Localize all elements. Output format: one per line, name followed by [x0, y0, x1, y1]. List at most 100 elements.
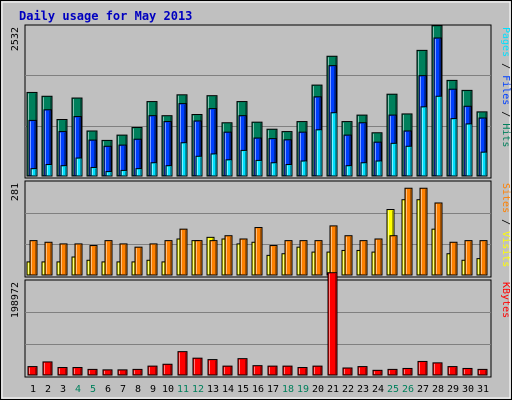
bar-sites-26-fill: [404, 187, 413, 276]
bar-pages-8-fill: [135, 168, 143, 177]
legend-entry: /: [500, 105, 511, 123]
bar-pages-30: [465, 123, 473, 177]
bar-sites-30: [464, 240, 473, 276]
bar-sites-20: [314, 240, 323, 276]
bar-kbytes-28: [432, 362, 443, 376]
day-label-5: 5: [90, 384, 96, 395]
bar-pages-26: [405, 145, 413, 177]
bar-pages-18: [285, 164, 293, 177]
legend-entry: Files: [500, 75, 511, 105]
bar-pages-8: [135, 168, 143, 177]
panel-visits-sites: 281 Sites / Visits: [10, 180, 511, 278]
day-label-22: 22: [342, 384, 354, 395]
bar-pages-27: [420, 106, 428, 177]
bar-pages-11: [180, 142, 188, 177]
bar-sites-10-fill: [164, 240, 173, 276]
day-label-6: 6: [105, 384, 111, 395]
day-label-13: 13: [207, 384, 219, 395]
bar-sites-17: [269, 245, 278, 276]
bar-pages-28-fill: [435, 95, 443, 177]
bar-pages-23-fill: [360, 162, 368, 177]
bar-sites-16: [254, 227, 263, 276]
bar-pages-2-fill: [45, 164, 53, 177]
bar-pages-17: [270, 162, 278, 177]
bar-pages-12-fill: [195, 155, 203, 177]
bar-sites-30-fill: [464, 240, 473, 276]
bar-pages-6: [105, 171, 113, 177]
day-label-25: 25: [387, 384, 399, 395]
bar-pages-3: [60, 165, 68, 177]
bar-pages-30-fill: [465, 123, 473, 177]
bar-pages-12: [195, 155, 203, 177]
day-label-29: 29: [447, 384, 459, 395]
day-labels: 1 2 3 4 5 6 7 8 9 10 11 12 13 14 15 16 17 18 19 20 21 22 23 24 2…: [30, 384, 489, 395]
day-label-24: 24: [372, 384, 384, 395]
bar-pages-21: [330, 112, 338, 177]
bar-kbytes-9-fill: [147, 365, 158, 376]
bar-sites-16-fill: [254, 227, 263, 276]
bar-kbytes-21-fill: [327, 272, 338, 376]
ymax-label: 198972: [10, 282, 21, 318]
bar-pages-18-fill: [285, 164, 293, 177]
bar-kbytes-27: [417, 360, 428, 376]
bar-files-1: [28, 119, 37, 177]
legend-entry: Hits: [500, 123, 511, 147]
bar-pages-14-fill: [225, 159, 233, 177]
bar-sites-15: [239, 238, 248, 276]
bar-kbytes-8-fill: [132, 368, 143, 376]
bar-sites-19: [299, 240, 308, 276]
bar-sites-11: [179, 228, 188, 276]
bar-pages-16: [255, 159, 263, 177]
bar-kbytes-6-fill: [102, 369, 113, 376]
bar-pages-6-fill: [105, 171, 113, 177]
ymax-label: 2532: [10, 27, 21, 51]
bar-sites-21: [329, 225, 338, 276]
panel-frame: [24, 279, 492, 378]
day-label-27: 27: [417, 384, 429, 395]
bar-kbytes-5: [87, 368, 98, 376]
bar-pages-22: [345, 165, 353, 177]
bar-sites-2-fill: [44, 241, 53, 276]
day-label-11: 11: [177, 384, 189, 395]
bar-sites-24: [374, 238, 383, 276]
bar-pages-28: [435, 95, 443, 177]
legend-entry: KBytes: [500, 282, 511, 318]
day-label-12: 12: [192, 384, 204, 395]
bar-sites-5-fill: [89, 245, 98, 276]
bar-sites-4-fill: [74, 243, 83, 276]
bar-sites-29: [449, 241, 458, 276]
bar-pages-4: [75, 157, 83, 177]
bar-kbytes-12-fill: [192, 357, 203, 376]
day-label-17: 17: [267, 384, 279, 395]
day-label-21: 21: [327, 384, 339, 395]
bar-kbytes-13-fill: [207, 359, 218, 376]
bar-kbytes-31-fill: [477, 368, 488, 376]
legend-entry: /: [500, 213, 511, 231]
bar-pages-20: [315, 129, 323, 177]
bar-kbytes-21: [327, 272, 338, 376]
bar-kbytes-18: [282, 365, 293, 376]
panel-hits-files-pages: 2532 Pages / Files / Hits: [10, 24, 511, 179]
bar-pages-16-fill: [255, 159, 263, 177]
bar-sites-7-fill: [119, 243, 128, 276]
bar-kbytes-31: [477, 368, 488, 376]
bar-pages-27-fill: [420, 106, 428, 177]
bar-sites-22: [344, 235, 353, 276]
bar-pages-21-fill: [330, 112, 338, 177]
chart-title: Daily usage for May 2013: [19, 9, 192, 23]
bar-kbytes-20-fill: [312, 365, 323, 376]
bar-kbytes-29-fill: [447, 366, 458, 376]
bar-kbytes-29: [447, 366, 458, 376]
bar-sites-8: [134, 246, 143, 276]
bar-kbytes-4-fill: [72, 367, 83, 376]
bar-pages-10: [165, 165, 173, 177]
bar-sites-28: [434, 202, 443, 276]
legend-entry: Sites: [500, 183, 511, 213]
legend: KBytes: [500, 282, 511, 318]
bar-pages-22-fill: [345, 165, 353, 177]
bar-sites-17-fill: [269, 245, 278, 276]
bar-kbytes-7: [117, 369, 128, 376]
bar-kbytes-23: [357, 366, 368, 376]
bar-kbytes-25-fill: [387, 368, 398, 376]
